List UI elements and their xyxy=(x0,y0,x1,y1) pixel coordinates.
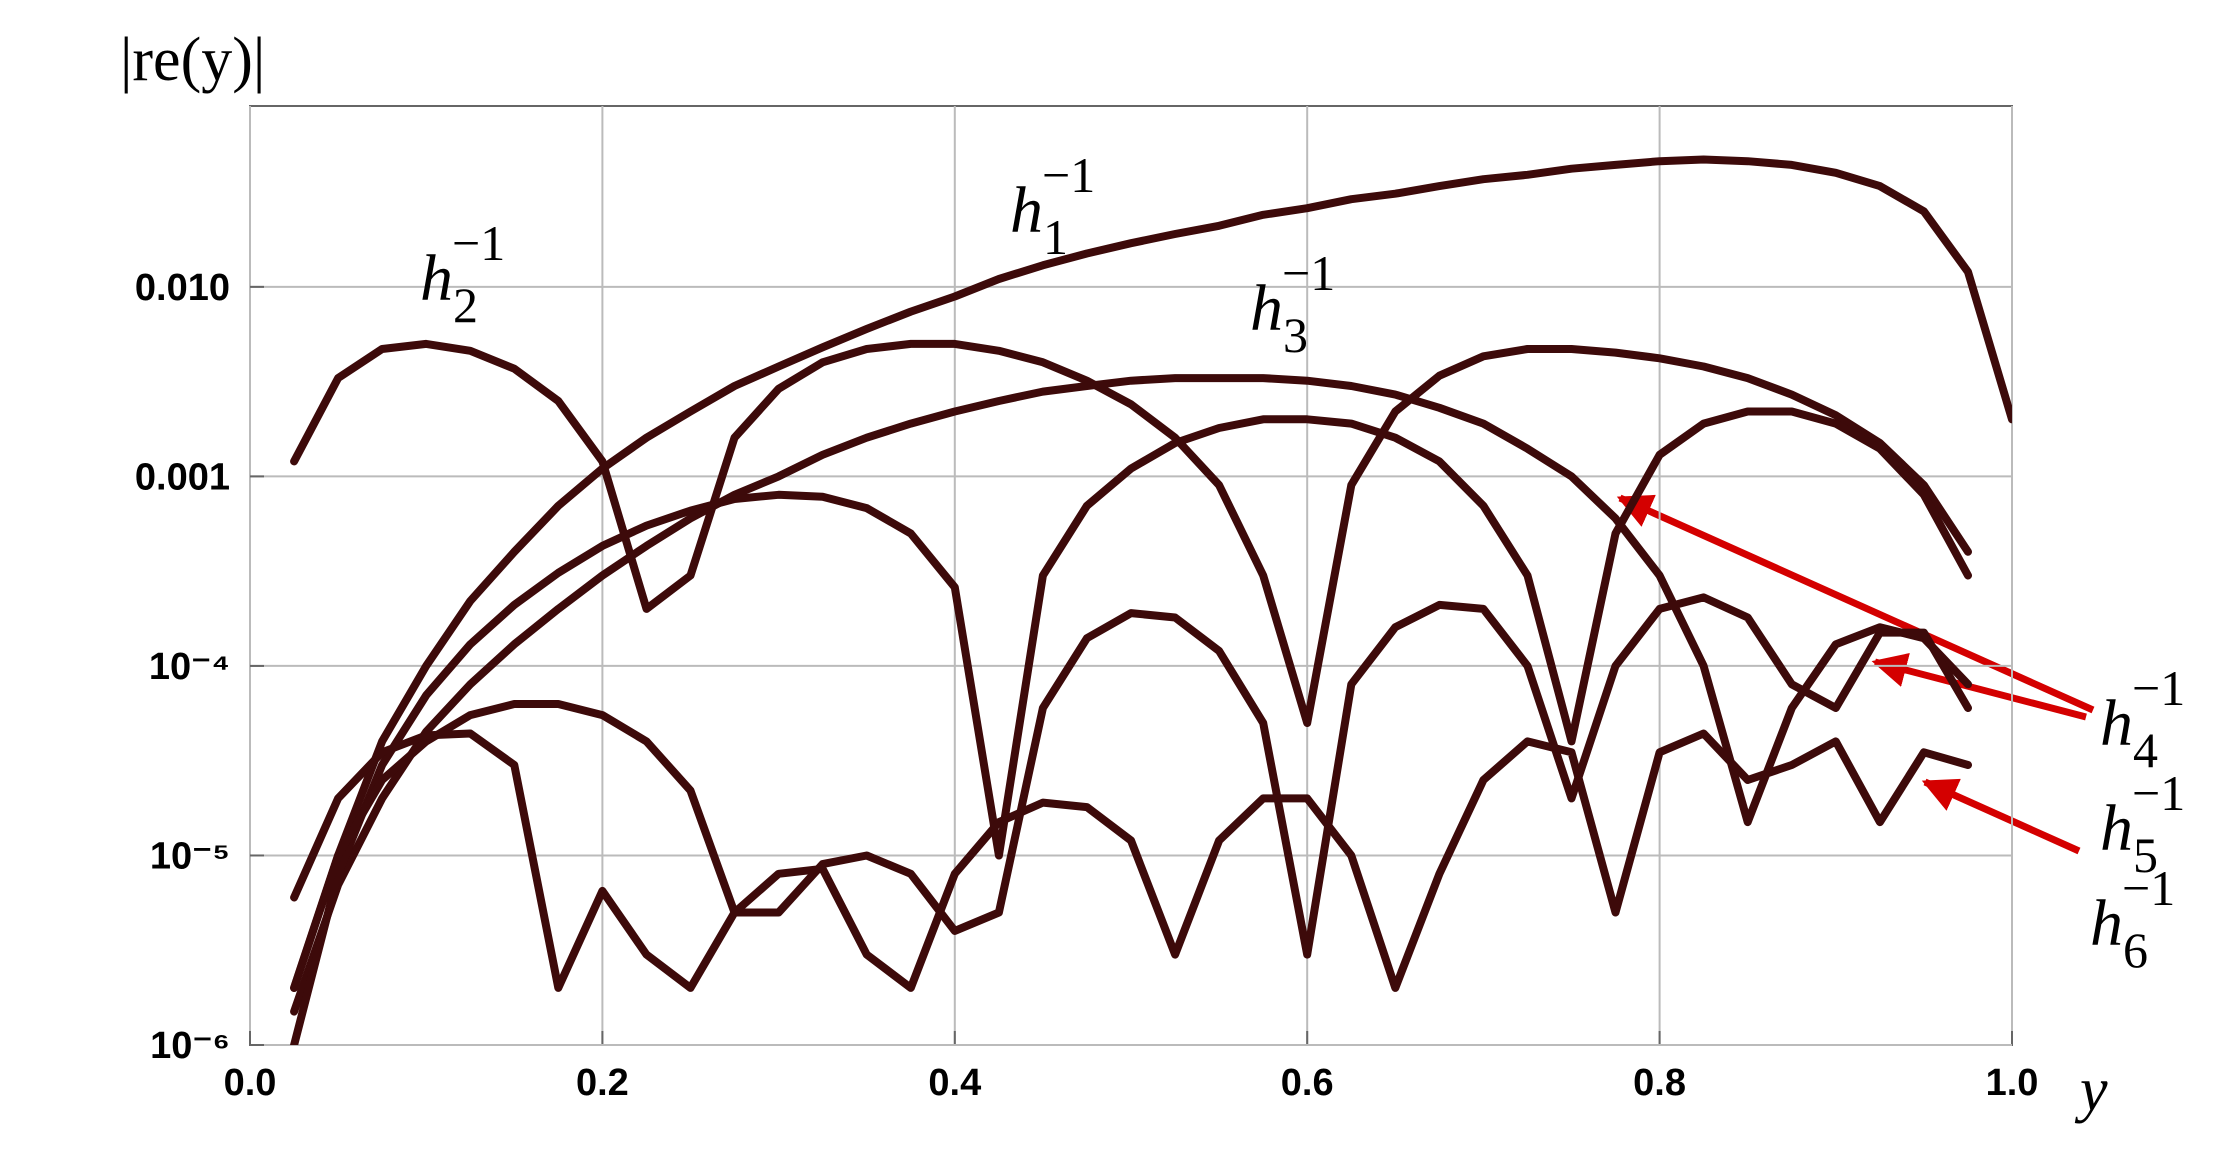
arrow xyxy=(1871,653,2087,721)
annotation-sub: 3 xyxy=(1283,307,1308,363)
series-line xyxy=(290,407,1972,1045)
annotation-sup: −1 xyxy=(2132,765,2185,821)
x-axis-label: y xyxy=(2074,1056,2108,1124)
annotation: h3 −1 xyxy=(1250,245,1335,363)
annotation-text: h xyxy=(2100,687,2133,760)
annotation-text: h xyxy=(2090,887,2123,960)
annotation-text: h xyxy=(1250,272,1283,345)
x-tick-label: 0.4 xyxy=(928,1062,981,1104)
series-line xyxy=(290,729,1972,992)
plot-area xyxy=(290,155,2012,1045)
annotation: h5 −1 xyxy=(2100,765,2185,883)
x-tick-label: 1.0 xyxy=(1986,1062,2039,1104)
y-tick-label: 0.010 xyxy=(135,267,230,309)
annotation-sup: −1 xyxy=(2132,660,2185,716)
series-line xyxy=(290,155,2012,992)
x-tick-label: 0.8 xyxy=(1633,1062,1686,1104)
annotation: h2 −1 xyxy=(420,215,505,333)
y-tick-label: 0.001 xyxy=(135,456,230,498)
annotation-text: h xyxy=(420,242,453,315)
x-tick-label: 0.6 xyxy=(1281,1062,1334,1104)
x-tick-label: 0.0 xyxy=(224,1062,277,1104)
annotation: h6 −1 xyxy=(2090,860,2175,978)
annotation-sup: −1 xyxy=(1282,245,1335,301)
series-line xyxy=(290,374,1972,1016)
annotation: h1 −1 xyxy=(1010,147,1095,265)
annotation-sub: 4 xyxy=(2133,722,2158,778)
arrows xyxy=(1616,494,2095,855)
annotation-sub: 2 xyxy=(453,277,478,333)
x-tick-label: 0.2 xyxy=(576,1062,629,1104)
annotation-sub: 6 xyxy=(2123,922,2148,978)
arrow xyxy=(1921,778,2081,855)
annotation-sup: −1 xyxy=(2122,860,2175,916)
y-tick-label: 10⁻⁴ xyxy=(149,646,230,688)
y-axis-label: |re(y)| xyxy=(120,26,265,94)
y-tick-label: 10⁻⁵ xyxy=(150,835,230,877)
annotation-text: h xyxy=(2100,792,2133,865)
series-line xyxy=(290,593,1972,992)
annotation-text: h xyxy=(1010,174,1043,247)
annotation: h4 −1 xyxy=(2100,660,2185,778)
arrow xyxy=(1616,494,2095,714)
annotation-sub: 1 xyxy=(1043,209,1068,265)
annotation-sup: −1 xyxy=(1042,147,1095,203)
annotation-sup: −1 xyxy=(452,215,505,271)
series-line xyxy=(290,339,1972,727)
y-tick-label: 10⁻⁶ xyxy=(150,1025,230,1067)
annotation-sub: 5 xyxy=(2133,827,2158,883)
